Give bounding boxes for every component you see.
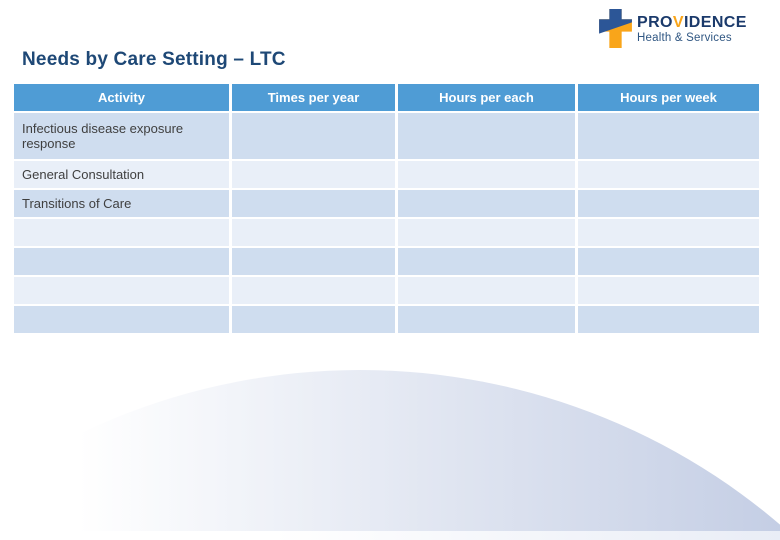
table-cell <box>232 161 395 188</box>
activity-cell: Transitions of Care <box>14 190 229 217</box>
wordmark-post: IDENCE <box>683 14 747 31</box>
activity-cell: General Consultation <box>14 161 229 188</box>
table-cell <box>232 219 395 246</box>
background-swoosh <box>0 370 780 540</box>
table-cell <box>398 161 575 188</box>
table-row <box>14 306 759 333</box>
providence-wordmark: PROVIDENCE <box>637 15 747 31</box>
table-cell <box>578 113 759 159</box>
activity-cell <box>14 277 229 304</box>
table-cell <box>578 306 759 333</box>
table-header-row: Activity Times per year Hours per each H… <box>14 84 759 111</box>
table-row: Transitions of Care <box>14 190 759 217</box>
activity-cell <box>14 219 229 246</box>
providence-tagline: Health & Services <box>637 32 732 44</box>
column-header-activity: Activity <box>14 84 229 111</box>
table-row <box>14 277 759 304</box>
wordmark-v: V <box>672 14 684 31</box>
needs-table: Activity Times per year Hours per each H… <box>11 82 762 335</box>
table-cell <box>578 248 759 275</box>
column-header-times-per-year: Times per year <box>232 84 395 111</box>
providence-cross-icon <box>599 9 632 48</box>
table-row <box>14 248 759 275</box>
table-cell <box>232 113 395 159</box>
table-cell <box>398 277 575 304</box>
table-cell <box>398 248 575 275</box>
table-cell <box>578 219 759 246</box>
table-cell <box>398 113 575 159</box>
activity-cell: Infectious disease exposure response <box>14 113 229 159</box>
table-row: General Consultation <box>14 161 759 188</box>
providence-logo-text: PROVIDENCE Health & Services <box>637 9 747 45</box>
column-header-hours-per-each: Hours per each <box>398 84 575 111</box>
page-title: Needs by Care Setting – LTC <box>22 49 286 70</box>
column-header-hours-per-week: Hours per week <box>578 84 759 111</box>
table-cell <box>578 161 759 188</box>
table-cell <box>232 248 395 275</box>
activity-cell <box>14 306 229 333</box>
activity-cell <box>14 248 229 275</box>
table-cell <box>398 306 575 333</box>
table-row <box>14 219 759 246</box>
table-row: Infectious disease exposure response <box>14 113 759 159</box>
wordmark-pre: PRO <box>637 14 673 31</box>
table-cell <box>398 190 575 217</box>
background-swoosh-edge <box>0 531 780 540</box>
table-cell <box>398 219 575 246</box>
table-cell <box>578 277 759 304</box>
table-cell <box>232 306 395 333</box>
table-cell <box>232 277 395 304</box>
table-cell <box>232 190 395 217</box>
table-cell <box>578 190 759 217</box>
providence-logo: PROVIDENCE Health & Services <box>599 9 747 48</box>
